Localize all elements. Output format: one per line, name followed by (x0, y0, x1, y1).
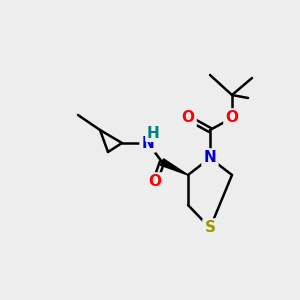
Text: O: O (182, 110, 194, 125)
Text: N: N (204, 151, 216, 166)
Text: H: H (147, 125, 159, 140)
Polygon shape (160, 159, 188, 175)
Text: N: N (142, 136, 154, 151)
Text: O: O (226, 110, 238, 125)
Text: O: O (148, 175, 161, 190)
Text: S: S (205, 220, 215, 236)
